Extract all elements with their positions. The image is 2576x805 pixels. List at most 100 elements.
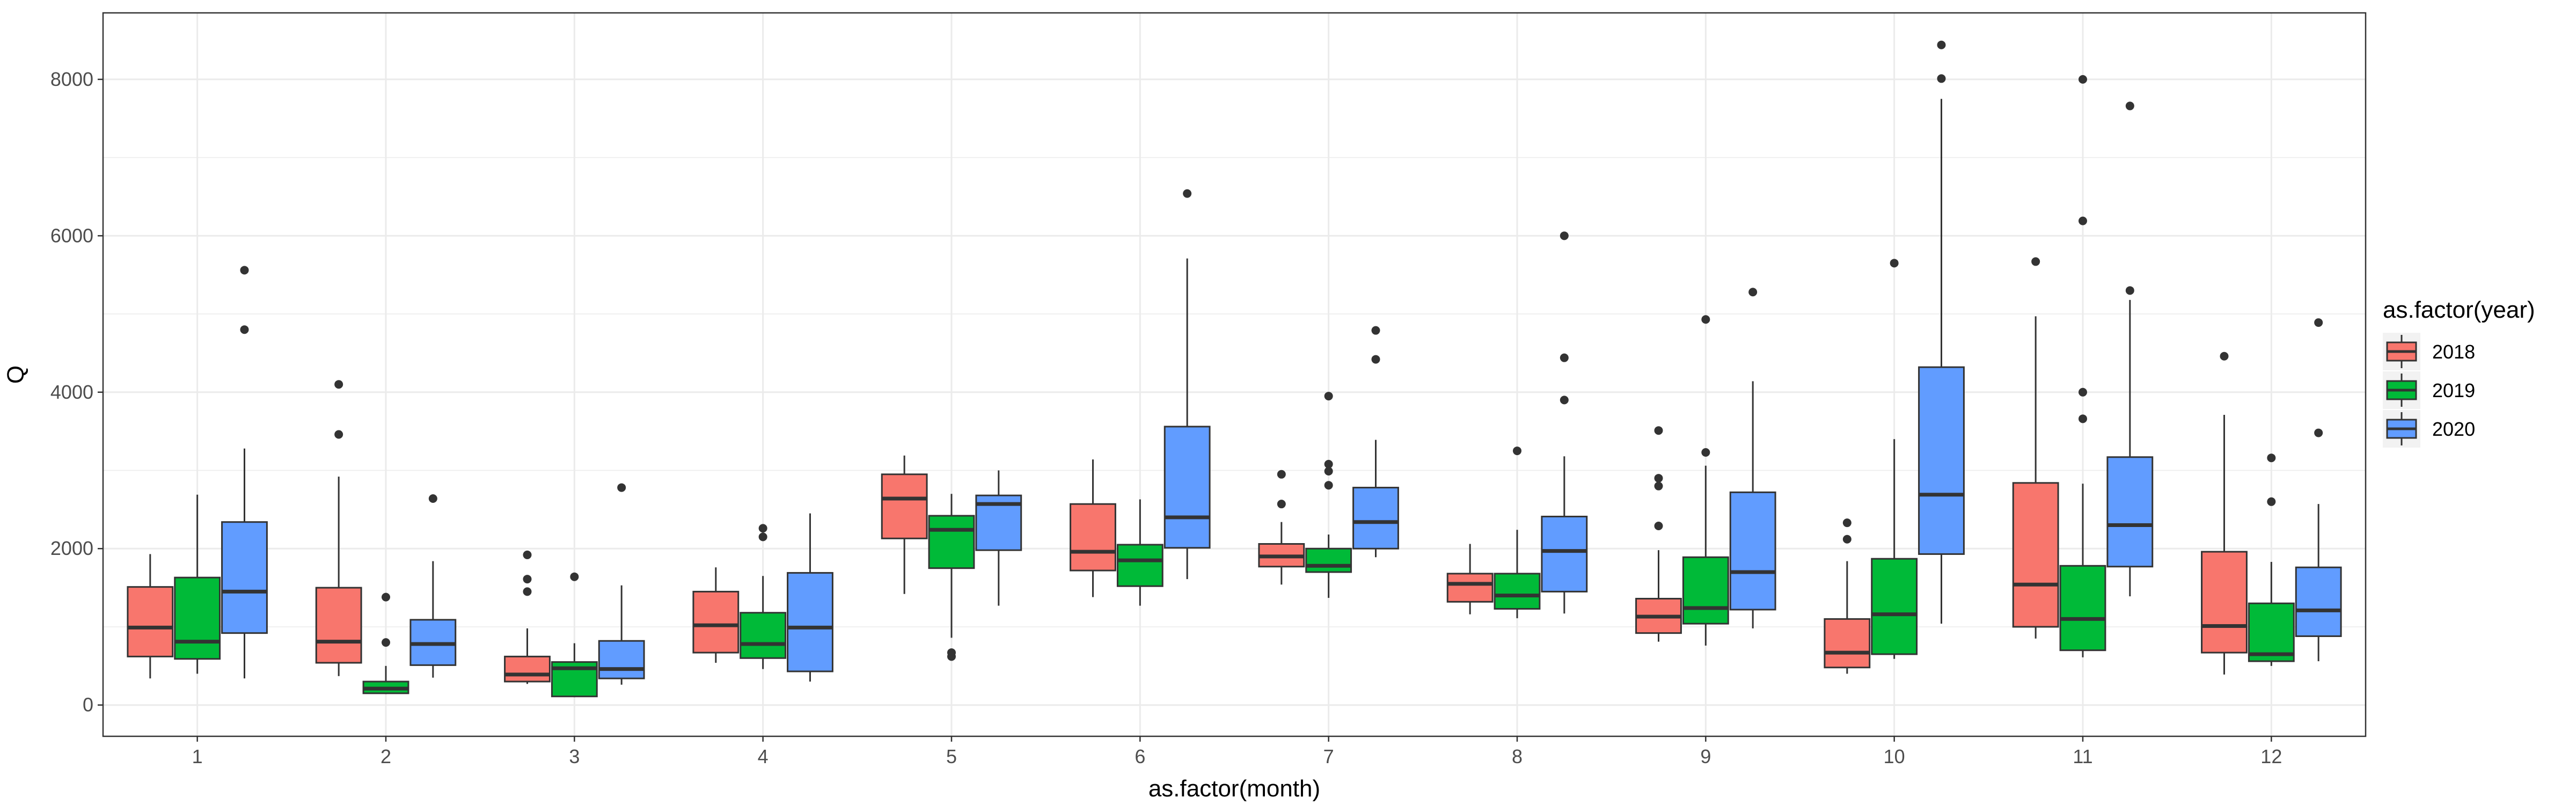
box-2019-month-2 <box>362 592 409 694</box>
outlier-point <box>2079 387 2087 397</box>
box-iqr <box>127 586 174 657</box>
legend-title: as.factor(year) <box>2383 297 2535 323</box>
box-2020-month-8 <box>1541 231 1588 614</box>
box-2018-month-4 <box>692 567 740 663</box>
box-2019-month-6 <box>1116 499 1163 606</box>
outlier-point <box>523 587 532 596</box>
outlier-point <box>523 550 532 559</box>
y-axis-title: Q <box>3 365 29 384</box>
box-2019-month-11 <box>2059 75 2106 657</box>
outlier-point <box>1654 426 1663 435</box>
x-tick-label: 11 <box>2073 745 2092 767</box>
box-2018-month-12 <box>2201 352 2248 675</box>
outlier-point <box>1890 259 1899 268</box>
outlier-point <box>2267 453 2276 463</box>
outlier-point <box>1701 448 1710 457</box>
box-iqr <box>928 515 975 569</box>
outlier-point <box>1371 326 1380 335</box>
box-2020-month-4 <box>787 513 833 682</box>
outlier-point <box>1513 447 1521 456</box>
box-2018-month-6 <box>1070 459 1116 597</box>
outlier-point <box>1277 500 1286 509</box>
y-tick-label: 2000 <box>50 537 93 559</box>
x-axis-title: as.factor(month) <box>1148 775 1320 802</box>
y-tick-label: 6000 <box>50 224 93 246</box>
outlier-point <box>2267 497 2276 506</box>
box-iqr <box>1446 573 1494 603</box>
box-iqr <box>881 473 928 539</box>
box-2019-month-8 <box>1494 447 1541 618</box>
legend-item-2018: 2018 <box>2383 333 2475 370</box>
outlier-point <box>1654 521 1663 530</box>
x-tick-label: 3 <box>569 745 580 767</box>
box-2019-month-4 <box>740 524 787 669</box>
outlier-point <box>2314 318 2323 327</box>
outlier-point <box>1277 470 1286 479</box>
outlier-point <box>1324 392 1333 401</box>
box-iqr <box>1352 487 1399 550</box>
outlier-point <box>382 638 390 647</box>
x-tick-label: 2 <box>380 745 391 767</box>
outlier-point <box>334 430 343 439</box>
box-iqr <box>1494 573 1541 610</box>
box-iqr <box>1918 366 1965 555</box>
outlier-point <box>240 266 249 275</box>
box-2020-month-7 <box>1352 326 1399 558</box>
box-2020-month-10 <box>1918 40 1965 624</box>
box-2020-month-6 <box>1163 189 1211 580</box>
outlier-point <box>1842 535 1851 544</box>
x-tick-label: 10 <box>1884 745 1905 767</box>
box-2019-month-10 <box>1871 259 1918 659</box>
box-2018-month-7 <box>1258 470 1305 585</box>
box-iqr <box>174 576 221 660</box>
box-2019-month-5 <box>928 494 975 661</box>
box-iqr <box>1682 556 1729 625</box>
outlier-point <box>1560 396 1569 405</box>
box-iqr <box>2248 602 2295 662</box>
box-2018-month-1 <box>127 554 174 679</box>
outlier-point <box>758 524 767 533</box>
box-iqr <box>221 521 268 634</box>
x-tick-label: 4 <box>758 745 769 767</box>
box-2020-month-11 <box>2106 101 2154 597</box>
outlier-point <box>382 592 390 602</box>
outlier-point <box>2031 257 2040 266</box>
box-iqr <box>787 572 833 672</box>
box-2018-month-9 <box>1635 426 1682 642</box>
legend-item-2020: 2020 <box>2383 410 2475 448</box>
box-2020-month-12 <box>2295 318 2342 662</box>
x-tick-label: 6 <box>1135 745 1145 767</box>
outlier-point <box>570 572 579 581</box>
boxes <box>127 40 2342 698</box>
box-iqr <box>1871 558 1918 655</box>
box-iqr <box>504 655 551 683</box>
box-2019-month-9 <box>1682 315 1729 646</box>
outlier-point <box>523 575 532 584</box>
box-iqr <box>692 590 740 654</box>
outlier-point <box>1701 315 1710 324</box>
box-iqr <box>1729 491 1776 611</box>
panel-border <box>102 12 2367 737</box>
box-iqr <box>2201 551 2248 654</box>
box-2020-month-9 <box>1729 288 1776 628</box>
outlier-point <box>1324 466 1333 475</box>
outlier-point <box>2220 352 2229 361</box>
outlier-point <box>428 494 437 503</box>
box-2019-month-1 <box>174 494 221 674</box>
box-iqr <box>1116 544 1163 587</box>
box-iqr <box>2012 482 2059 628</box>
legend-label: 2020 <box>2432 418 2475 440</box>
outlier-point <box>1560 353 1569 362</box>
outlier-point <box>1937 40 1946 49</box>
outlier-point <box>2125 286 2134 295</box>
box-iqr <box>2295 566 2342 637</box>
x-tick-label: 9 <box>1700 745 1711 767</box>
box-iqr <box>1163 426 1211 549</box>
outlier-point <box>2079 75 2087 84</box>
outlier-point <box>1324 459 1333 469</box>
box-iqr <box>740 612 787 659</box>
y-tick-label: 4000 <box>50 381 93 403</box>
